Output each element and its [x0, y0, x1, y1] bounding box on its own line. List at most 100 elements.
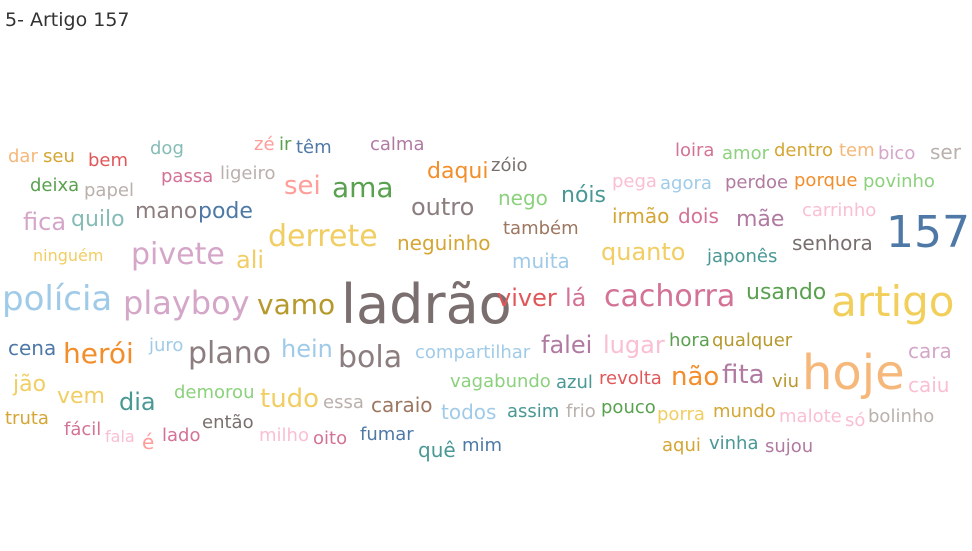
word-dog: dog	[150, 138, 184, 159]
word-nois: nóis	[561, 183, 606, 208]
word-cachorra: cachorra	[604, 279, 736, 314]
word-vinha: vinha	[709, 433, 759, 454]
word-azul: azul	[556, 372, 593, 393]
word-cena: cena	[8, 336, 57, 360]
word-zoio: zóio	[491, 155, 528, 176]
word-carrinho: carrinho	[802, 200, 877, 221]
word-porque: porque	[794, 170, 858, 191]
word-todos: todos	[441, 400, 497, 424]
word-sei: sei	[284, 171, 321, 201]
word-vamo: vamo	[257, 288, 336, 321]
word-157: 157	[886, 207, 970, 258]
word-papel: papel	[84, 180, 134, 201]
word-que: quê	[418, 438, 456, 462]
word-dar: dar	[8, 146, 38, 167]
word-qualquer: qualquer	[712, 330, 793, 351]
word-quilo: quilo	[71, 207, 125, 232]
word-hein: hein	[281, 335, 333, 363]
word-ligeiro: ligeiro	[220, 163, 276, 184]
word-pega: pega	[612, 171, 657, 192]
word-malote: malote	[779, 406, 842, 427]
word-juro: juro	[149, 335, 184, 356]
word-amor: amor	[722, 143, 769, 164]
word-so: só	[845, 410, 866, 431]
word-frio: frio	[566, 401, 596, 422]
word-tambem: também	[503, 218, 579, 239]
word-ladrao: ladrão	[341, 273, 512, 336]
word-oito: oito	[313, 428, 348, 449]
word-pode: pode	[198, 199, 253, 224]
word-fala: fala	[105, 427, 135, 446]
word-povinho: povinho	[863, 171, 935, 192]
word-fumar: fumar	[360, 424, 414, 445]
word-bolinho: bolinho	[868, 406, 935, 427]
word-hoje: hoje	[802, 345, 905, 401]
word-caiu: caiu	[908, 373, 950, 397]
word-sujou: sujou	[765, 436, 814, 457]
word-seu: seu	[43, 146, 75, 167]
word-ama: ama	[332, 171, 394, 204]
word-senhora: senhora	[792, 231, 873, 255]
word-ir: ir	[279, 134, 292, 155]
word-revolta: revolta	[599, 368, 662, 389]
word-neguinho: neguinho	[397, 231, 491, 255]
word-ze: zé	[254, 134, 275, 155]
word-tem: têm	[296, 137, 332, 158]
word-derrete: derrete	[268, 219, 378, 254]
word-pivete: pivete	[131, 237, 225, 272]
word-la: lá	[565, 284, 587, 312]
word-fita: fita	[722, 360, 765, 390]
word-passa: passa	[161, 166, 214, 187]
word-pouco: pouco	[601, 397, 656, 418]
word-muita: muita	[512, 249, 570, 273]
word-policia: polícia	[2, 279, 113, 319]
word-deixa: deixa	[30, 175, 80, 196]
word-loira: loira	[675, 140, 715, 161]
word-truta: truta	[5, 408, 49, 429]
word-viu: viu	[772, 371, 800, 392]
word-e: é	[142, 430, 155, 454]
word-jao: jão	[13, 372, 47, 397]
word-ser: ser	[930, 140, 961, 164]
word-plano: plano	[188, 336, 272, 371]
word-aqui: aqui	[662, 435, 701, 456]
word-fica: fica	[23, 208, 67, 236]
word-compartilhar: compartilhar	[415, 342, 531, 363]
word-bico: bico	[878, 143, 916, 164]
word-mundo: mundo	[713, 401, 776, 422]
word-entao: então	[202, 412, 254, 433]
word-assim: assim	[507, 401, 560, 422]
word-mim: mim	[462, 435, 503, 456]
word-nao: não	[671, 362, 720, 392]
word-vem: vem	[57, 384, 105, 409]
word-tem: tem	[839, 140, 875, 161]
word-outro: outro	[411, 193, 475, 221]
word-ali: ali	[236, 246, 265, 274]
word-bem: bem	[88, 150, 129, 171]
word-vagabundo: vagabundo	[450, 371, 551, 392]
word-dois: dois	[678, 204, 719, 228]
word-tudo: tudo	[260, 384, 320, 414]
word-bola: bola	[338, 340, 403, 375]
word-viver: viver	[497, 284, 557, 312]
word-lado: lado	[162, 425, 201, 446]
chart-title: 5- Artigo 157	[5, 9, 130, 31]
word-japones: japonês	[707, 246, 778, 267]
word-hora: hora	[669, 330, 710, 351]
word-facil: fácil	[64, 419, 102, 440]
word-usando: usando	[746, 280, 827, 305]
word-irmao: irmão	[612, 204, 670, 228]
word-agora: agora	[660, 173, 712, 194]
word-milho: milho	[259, 425, 309, 446]
word-nego: nego	[498, 186, 548, 210]
word-caraio: caraio	[371, 393, 433, 417]
word-dentro: dentro	[774, 140, 833, 161]
word-mano: mano	[135, 199, 198, 224]
word-lugar: lugar	[603, 331, 665, 359]
word-artigo: artigo	[831, 277, 955, 326]
word-quanto: quanto	[601, 238, 686, 266]
word-essa: essa	[323, 392, 364, 413]
word-porra: porra	[657, 404, 705, 425]
word-demorou: demorou	[174, 382, 255, 403]
